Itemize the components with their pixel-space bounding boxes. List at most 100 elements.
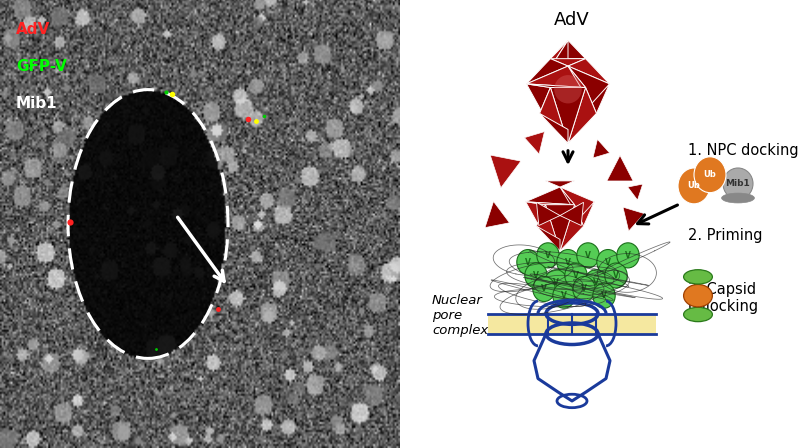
Text: V: V (601, 291, 607, 300)
Polygon shape (568, 84, 610, 129)
Polygon shape (568, 113, 597, 143)
Text: V: V (553, 278, 559, 287)
Text: 2. Priming: 2. Priming (688, 228, 762, 243)
Polygon shape (537, 205, 546, 226)
Circle shape (533, 276, 555, 302)
Polygon shape (526, 187, 574, 205)
Text: V: V (533, 271, 539, 280)
Text: AdV: AdV (16, 22, 50, 37)
Polygon shape (594, 84, 610, 113)
Text: V: V (605, 258, 611, 267)
Text: V: V (565, 258, 571, 267)
Polygon shape (607, 155, 633, 181)
Text: Ub: Ub (688, 181, 700, 190)
Text: Nuclear
pore
complex: Nuclear pore complex (432, 294, 488, 337)
Text: V: V (625, 251, 631, 260)
Polygon shape (539, 40, 568, 85)
Text: V: V (613, 271, 619, 280)
Text: 1. NPC docking: 1. NPC docking (688, 142, 798, 158)
Polygon shape (539, 113, 568, 143)
Circle shape (553, 283, 575, 308)
Circle shape (577, 243, 599, 268)
Polygon shape (539, 87, 550, 113)
Text: 3. Capsid
unlocking: 3. Capsid unlocking (688, 282, 759, 314)
Text: Mib1: Mib1 (16, 96, 58, 111)
Text: Ub: Ub (704, 170, 716, 179)
Polygon shape (560, 202, 583, 225)
Polygon shape (526, 202, 546, 225)
Polygon shape (526, 66, 586, 87)
Circle shape (605, 263, 627, 288)
Polygon shape (568, 66, 597, 113)
Polygon shape (537, 225, 582, 239)
Polygon shape (485, 202, 510, 228)
Polygon shape (568, 87, 597, 143)
Text: V: V (581, 284, 587, 293)
Ellipse shape (723, 168, 753, 199)
Circle shape (545, 270, 567, 295)
Polygon shape (560, 202, 594, 239)
Polygon shape (490, 155, 521, 188)
Polygon shape (539, 113, 594, 129)
Circle shape (537, 243, 559, 268)
Polygon shape (568, 40, 597, 101)
Polygon shape (537, 226, 560, 251)
Polygon shape (539, 40, 568, 101)
Polygon shape (526, 84, 542, 113)
Polygon shape (546, 181, 574, 187)
Circle shape (565, 263, 587, 288)
Circle shape (593, 283, 615, 308)
Circle shape (694, 157, 726, 193)
Polygon shape (568, 85, 597, 113)
Polygon shape (542, 101, 594, 113)
Circle shape (678, 168, 710, 204)
Circle shape (597, 250, 619, 275)
Polygon shape (537, 205, 560, 251)
Polygon shape (537, 225, 582, 226)
Polygon shape (550, 87, 586, 143)
Circle shape (585, 270, 607, 295)
Text: GFP-V: GFP-V (16, 59, 66, 74)
Polygon shape (526, 84, 550, 113)
Polygon shape (586, 59, 610, 85)
Text: Mib1: Mib1 (726, 179, 750, 188)
Polygon shape (537, 202, 560, 225)
Circle shape (517, 250, 539, 275)
Text: AdV: AdV (554, 11, 590, 29)
Text: V: V (545, 251, 551, 260)
Polygon shape (560, 202, 594, 239)
Ellipse shape (683, 270, 713, 284)
Polygon shape (560, 187, 594, 226)
Circle shape (557, 250, 579, 275)
Circle shape (617, 243, 639, 268)
Polygon shape (526, 202, 574, 205)
Polygon shape (550, 40, 586, 59)
Ellipse shape (722, 193, 754, 203)
Ellipse shape (683, 307, 713, 322)
Polygon shape (568, 66, 610, 113)
Bar (488, 314, 656, 334)
Text: V: V (585, 251, 591, 260)
Polygon shape (550, 59, 586, 66)
Text: V: V (573, 271, 579, 280)
Polygon shape (526, 84, 586, 87)
Polygon shape (546, 205, 574, 251)
Polygon shape (526, 59, 568, 84)
Text: V: V (525, 258, 531, 267)
Polygon shape (539, 85, 568, 113)
Text: V: V (541, 284, 547, 293)
Ellipse shape (683, 284, 713, 307)
Polygon shape (568, 40, 597, 85)
Polygon shape (526, 59, 550, 85)
Polygon shape (560, 187, 583, 226)
Polygon shape (568, 59, 610, 84)
Text: V: V (561, 291, 567, 300)
Polygon shape (568, 84, 610, 129)
Text: V: V (593, 278, 599, 287)
Polygon shape (525, 132, 545, 154)
Polygon shape (628, 184, 642, 200)
Polygon shape (623, 207, 644, 231)
Circle shape (525, 263, 547, 288)
Polygon shape (560, 205, 583, 251)
Polygon shape (560, 226, 583, 251)
